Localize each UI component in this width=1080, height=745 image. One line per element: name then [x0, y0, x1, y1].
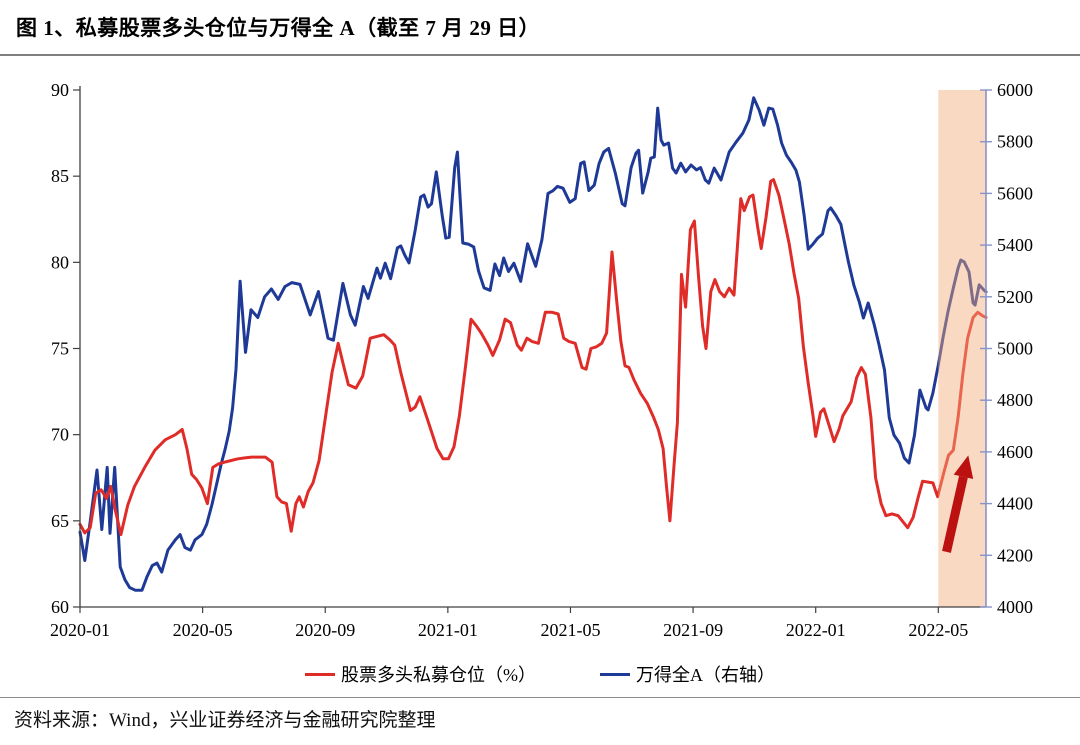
legend-red-line-swatch	[305, 672, 335, 676]
left-axis-label: 75	[51, 339, 69, 359]
right-axis-label: 5200	[997, 287, 1033, 307]
left-axis-label: 85	[51, 166, 69, 186]
right-axis-label: 4800	[997, 390, 1033, 410]
x-axis-ticks: 2020-01 2020-05 2020-09 2021-01 2021-05 2021-…	[50, 607, 968, 640]
right-axis-label: 5400	[997, 235, 1033, 255]
legend-blue-line-swatch	[600, 672, 630, 676]
axes	[79, 86, 987, 608]
left-axis-label: 60	[51, 597, 69, 617]
x-axis-label: 2021-05	[540, 620, 600, 640]
figure-title: 图 1、私募股票多头仓位与万得全 A（截至 7 月 29 日）	[16, 16, 541, 40]
right-axis-label: 6000	[997, 80, 1033, 100]
x-axis-label: 2020-01	[50, 620, 110, 640]
right-axis-ticks: 4000 4200 4400 4600 4800 5000 5200 5400 5600 5800…	[980, 80, 1033, 617]
left-axis-label: 65	[51, 511, 69, 531]
x-axis-label: 2021-09	[663, 620, 723, 640]
right-axis-label: 4600	[997, 442, 1033, 462]
x-axis-label: 2021-01	[418, 620, 478, 640]
legend-label: 万得全A（右轴）	[636, 665, 775, 685]
x-axis-label: 2020-09	[295, 620, 355, 640]
x-axis-label: 2022-01	[786, 620, 846, 640]
right-axis-label: 5600	[997, 183, 1033, 203]
highlight-band	[938, 90, 986, 607]
x-axis-label: 2020-05	[173, 620, 233, 640]
series-line-red	[78, 178, 988, 537]
left-axis-label: 90	[51, 80, 69, 100]
right-axis-label: 4200	[997, 545, 1033, 565]
right-axis-label: 4400	[997, 494, 1033, 514]
left-axis-label: 70	[51, 425, 69, 445]
left-axis-label: 80	[51, 252, 69, 272]
source-note: 资料来源：Wind，兴业证券经济与金融研究院整理	[14, 710, 436, 731]
legend-label: 股票多头私募仓位（%）	[341, 665, 536, 685]
x-axis-label: 2022-05	[908, 620, 968, 640]
chart-canvas: 60 65 70 75 80 85 90 4000 4200 4400 4600 4800 5000 52…	[50, 80, 1033, 640]
right-axis-label: 5800	[997, 132, 1033, 152]
footer-divider	[0, 697, 1080, 698]
left-axis-ticks: 60 65 70 75 80 85 90	[51, 80, 80, 617]
series-line-blue	[78, 96, 988, 592]
title-divider	[0, 54, 1080, 56]
right-axis-label: 4000	[997, 597, 1033, 617]
trend-arrow	[942, 455, 974, 553]
legend-item-private-fund-position: 股票多头私募仓位（%）	[305, 661, 536, 687]
right-axis-label: 5000	[997, 339, 1033, 359]
legend-item-wind-all-a: 万得全A（右轴）	[600, 661, 775, 687]
chart-legend: 股票多头私募仓位（%） 万得全A（右轴）	[0, 661, 1080, 687]
